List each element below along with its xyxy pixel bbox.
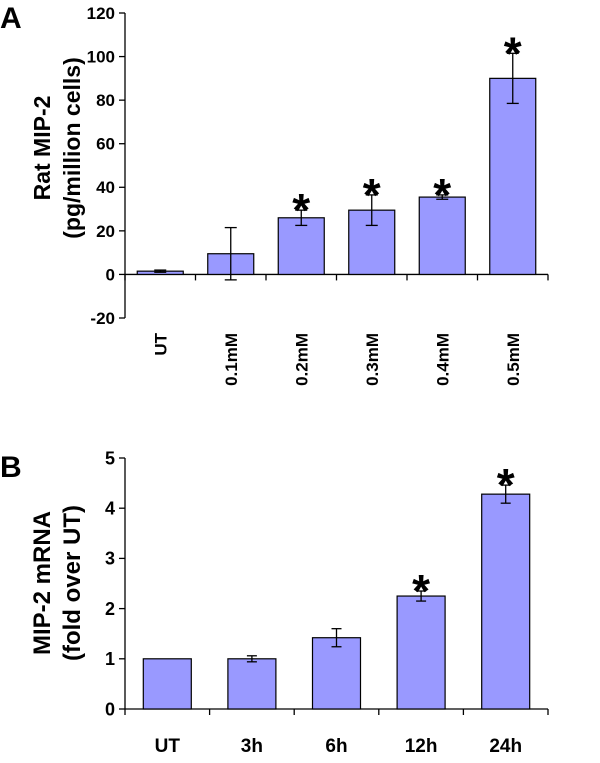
y-tick-label: 60 xyxy=(96,135,115,154)
y-tick-label: 80 xyxy=(96,91,115,110)
y-axis-title: MIP-2 mRNA xyxy=(29,511,56,655)
y-tick-label: 20 xyxy=(96,222,115,241)
category-label: 0.1mM xyxy=(222,333,241,386)
y-axis-title: (fold over UT) xyxy=(59,505,86,661)
significance-star: * xyxy=(363,169,381,221)
y-tick-label: 0 xyxy=(105,699,115,719)
y-tick-label: 100 xyxy=(87,48,115,67)
significance-star: * xyxy=(292,184,310,236)
category-label: 0.2mM xyxy=(292,333,311,386)
bar xyxy=(227,658,277,710)
y-axis-title: Rat MIP-2 xyxy=(29,96,55,201)
bar xyxy=(481,493,531,710)
category-label: 0.5mM xyxy=(504,333,523,386)
bar xyxy=(489,77,537,276)
y-tick-label: 4 xyxy=(105,499,115,519)
y-tick-label: 2 xyxy=(105,599,115,619)
category-label: 3h xyxy=(241,736,263,757)
y-tick-label: 1 xyxy=(105,649,115,669)
y-tick-label: -20 xyxy=(90,309,115,328)
category-label: UT xyxy=(151,332,170,355)
category-label: 12h xyxy=(405,736,438,757)
bar xyxy=(311,637,362,710)
bar xyxy=(396,595,446,710)
y-tick-label: 5 xyxy=(105,448,115,468)
significance-star: * xyxy=(497,459,515,511)
category-label: UT xyxy=(155,736,181,757)
category-label: 24h xyxy=(489,736,522,757)
category-label: 0.3mM xyxy=(363,333,382,386)
significance-star: * xyxy=(504,27,522,79)
significance-star: * xyxy=(433,169,451,221)
bar xyxy=(418,196,466,276)
category-label: 6h xyxy=(325,736,347,757)
y-tick-label: 3 xyxy=(105,549,115,569)
panel-letter: A xyxy=(0,2,22,35)
category-label: 0.4mM xyxy=(433,333,452,386)
significance-star: * xyxy=(412,565,430,617)
y-axis-title: (pg/million cells) xyxy=(59,57,85,238)
bar xyxy=(142,658,192,710)
panel-letter: B xyxy=(0,451,22,484)
bar xyxy=(277,217,325,276)
y-tick-label: 40 xyxy=(96,178,115,197)
y-tick-label: 120 xyxy=(87,4,115,23)
y-tick-label: 0 xyxy=(106,265,115,284)
